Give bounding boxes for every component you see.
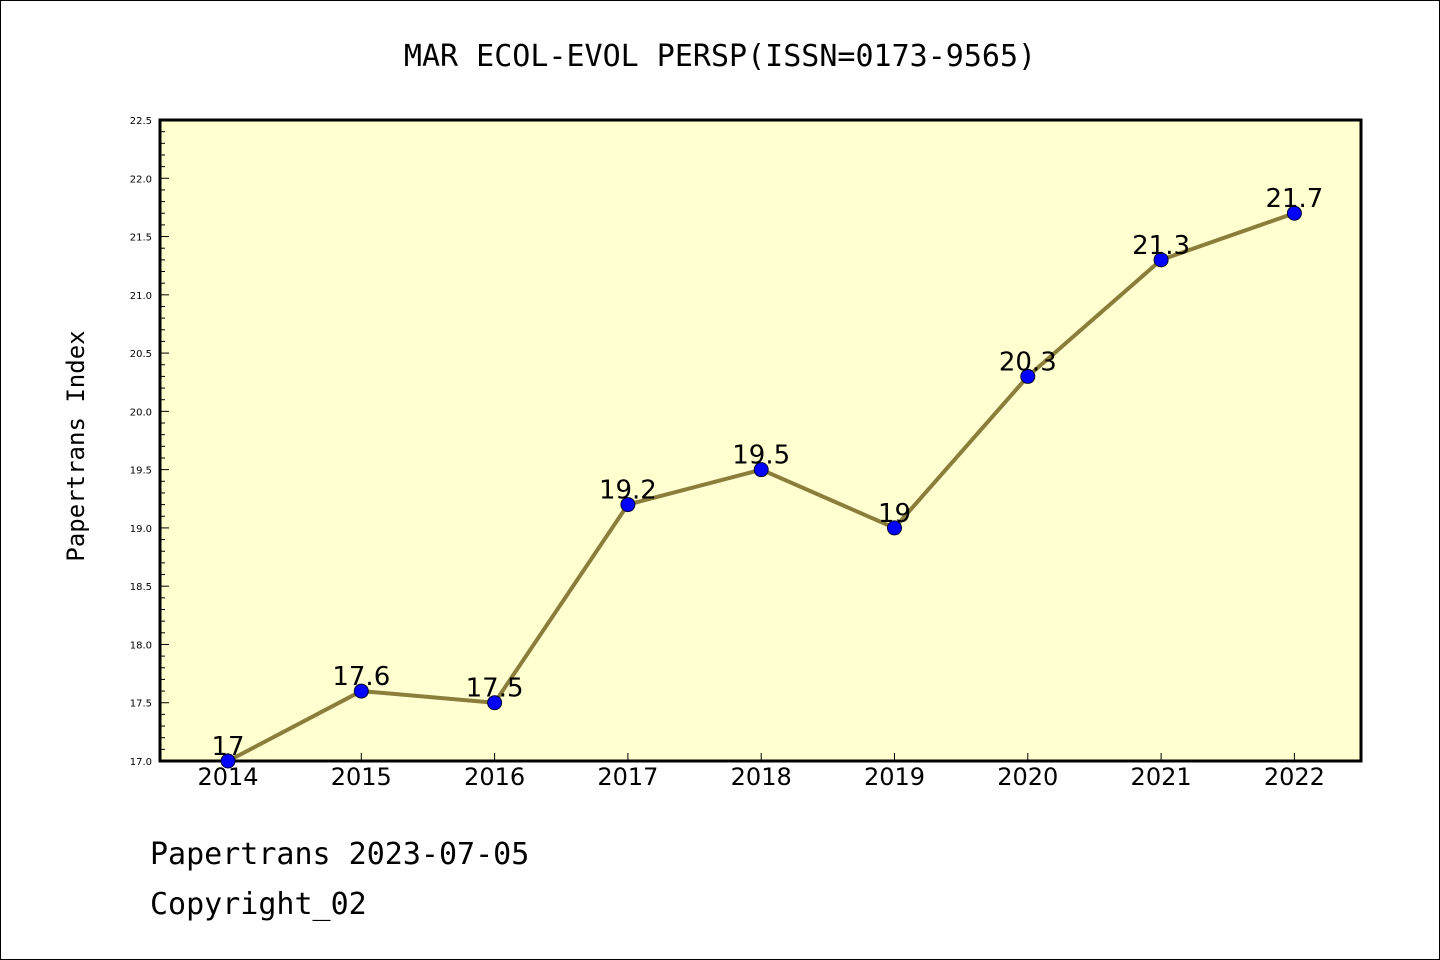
data-point bbox=[353, 683, 369, 699]
y-tick-label: 21.0 bbox=[130, 291, 152, 302]
data-label: 21.3 bbox=[1132, 231, 1190, 261]
x-tick-label: 2015 bbox=[331, 763, 392, 791]
y-tick-label: 21.5 bbox=[130, 233, 152, 244]
x-tick-label: 2019 bbox=[864, 763, 925, 791]
x-tick-label: 2020 bbox=[997, 763, 1058, 791]
data-label: 20.3 bbox=[999, 347, 1057, 377]
plot-area bbox=[158, 118, 1363, 763]
footer-date: Papertrans 2023-07-05 bbox=[150, 837, 529, 872]
x-tick-label: 2018 bbox=[731, 763, 792, 791]
series-group: 17 17.6 17.5 19.2 19.5 19 20.3 21.3 21.7 bbox=[211, 184, 1323, 769]
y-tick-label: 17.0 bbox=[130, 757, 152, 768]
data-point bbox=[620, 497, 636, 513]
y-tick-label: 19.5 bbox=[130, 466, 152, 477]
data-label: 21.7 bbox=[1265, 184, 1323, 214]
y-tick-label: 17.5 bbox=[130, 699, 152, 710]
data-label: 19.5 bbox=[732, 441, 790, 471]
x-tick-label: 2017 bbox=[597, 763, 658, 791]
y-tick-label: 22.5 bbox=[130, 116, 152, 127]
data-label: 19 bbox=[878, 499, 911, 529]
y-tick-label: 18.0 bbox=[130, 640, 152, 651]
data-point bbox=[487, 695, 503, 711]
data-label: 19.2 bbox=[599, 476, 657, 506]
data-point bbox=[1020, 368, 1036, 384]
data-point bbox=[887, 520, 902, 536]
x-tick-label: 2016 bbox=[464, 763, 525, 791]
data-label: 17.5 bbox=[466, 674, 524, 704]
y-axis-label: Papertrans Index bbox=[62, 330, 90, 561]
data-point bbox=[1153, 252, 1169, 268]
data-point bbox=[220, 753, 236, 769]
y-tick-label: 22.0 bbox=[130, 174, 152, 185]
data-label: 17 bbox=[211, 732, 244, 762]
y-axis-ticks: 17.0 17.5 18.0 18.5 19.0 19.5 20.0 20.5 21.0 21.5… bbox=[130, 116, 169, 768]
x-tick-label: 2022 bbox=[1264, 763, 1325, 791]
x-axis-ticks: 2014 2015 2016 2017 2018 2019 2020 2021 2022 bbox=[197, 753, 1325, 791]
data-label: 17.6 bbox=[332, 662, 390, 692]
x-tick-label: 2021 bbox=[1131, 763, 1192, 791]
y-tick-label: 19.0 bbox=[130, 524, 152, 535]
data-point bbox=[753, 462, 769, 478]
y-tick-label: 18.5 bbox=[130, 582, 152, 593]
y-tick-label: 20.5 bbox=[130, 349, 152, 360]
data-point bbox=[1286, 205, 1302, 221]
footer-copyright: Copyright_02 bbox=[150, 887, 367, 922]
chart-title: MAR ECOL-EVOL PERSP(ISSN=0173-9565) bbox=[404, 39, 1036, 74]
y-tick-label: 20.0 bbox=[130, 407, 152, 418]
